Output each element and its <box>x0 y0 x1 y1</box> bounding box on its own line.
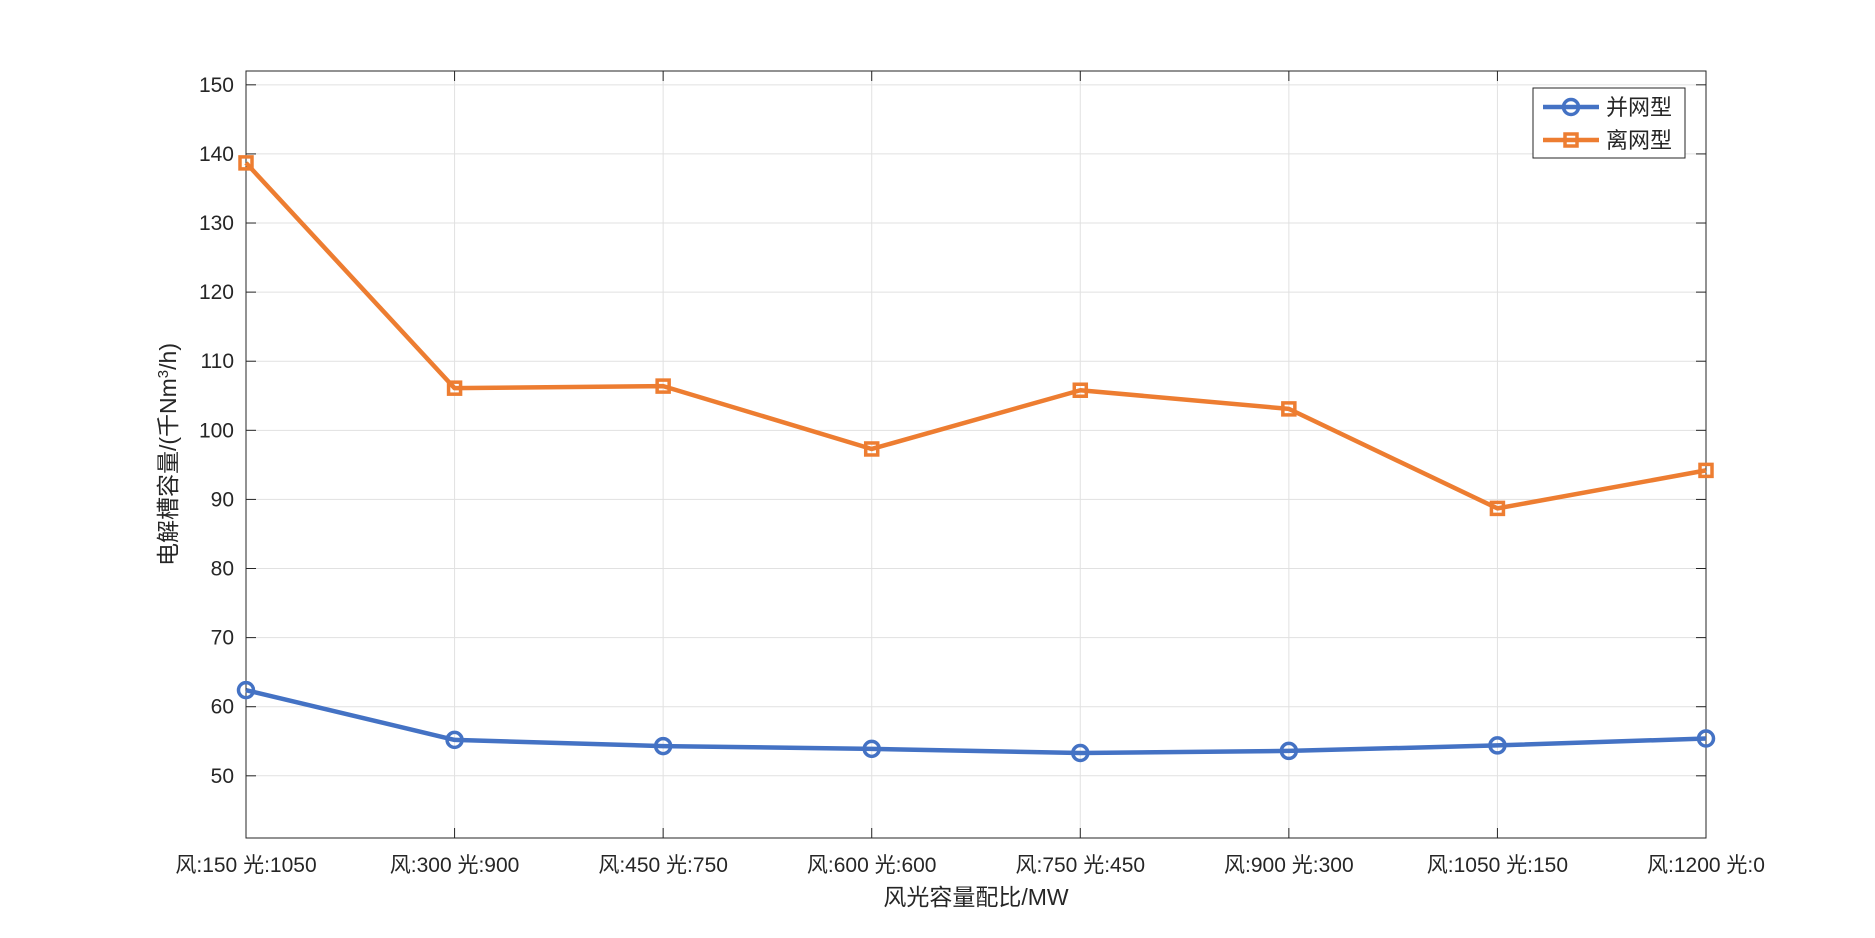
plot-frame <box>245 70 1707 839</box>
y-axis-title-unit: /h) <box>155 343 181 370</box>
y-tick-label: 70 <box>211 627 234 650</box>
y-ticks: 50 60 70 80 90 100 110 120 130 140 150 <box>199 74 1706 788</box>
data-point <box>446 380 463 396</box>
y-tick-label: 150 <box>199 74 234 97</box>
data-point <box>1489 500 1506 517</box>
series-line <box>244 161 1707 511</box>
series-2 <box>238 155 1714 517</box>
data-point <box>862 739 881 759</box>
y-tick-label: 50 <box>211 765 234 788</box>
data-point <box>863 441 880 457</box>
data-point <box>1488 736 1507 755</box>
data-point <box>653 736 673 756</box>
data-point <box>1072 382 1089 398</box>
series-1 <box>236 680 1716 763</box>
x-tick-label: 风:150 光:1050 <box>175 854 316 877</box>
data-point <box>1071 743 1090 763</box>
series-line <box>245 687 1707 756</box>
data-point <box>236 680 256 700</box>
data-point <box>238 155 254 171</box>
y-tick-label: 90 <box>211 488 234 511</box>
data-point <box>1279 741 1299 761</box>
data-point <box>1696 729 1716 748</box>
legend-item: 离网型 <box>1543 128 1672 153</box>
x-ticks: 风:150 光:1050 风:300 光:900 风:450 光:750 风:600 … <box>175 71 1765 877</box>
y-tick-label: 120 <box>199 281 234 304</box>
x-tick-label: 风:600 光:600 <box>807 854 937 877</box>
x-tick-label: 风:450 光:750 <box>598 854 728 877</box>
data-point <box>655 378 671 394</box>
x-tick-label: 风:1050 光:150 <box>1427 854 1568 877</box>
y-axis-title-main: 电解槽容量/(千Nm <box>155 378 181 566</box>
x-tick-label: 风:300 光:900 <box>390 854 520 877</box>
x-axis-title: 风光容量配比/MW <box>883 884 1069 910</box>
y-tick-label: 60 <box>211 696 234 719</box>
y-tick-label: 100 <box>199 419 234 442</box>
legend-marker <box>1563 132 1579 148</box>
x-tick-label: 风:750 光:450 <box>1015 854 1145 877</box>
y-tick-label: 130 <box>199 212 234 235</box>
x-tick-label: 风:1200 光:0 <box>1647 854 1765 877</box>
legend-box <box>1532 87 1686 159</box>
data-point <box>1281 401 1297 417</box>
axes <box>245 70 1707 839</box>
legend-label: 离网型 <box>1606 128 1672 153</box>
data-point <box>1698 462 1714 479</box>
y-tick-label: 110 <box>201 350 234 373</box>
data-point <box>445 730 464 750</box>
x-tick-label: 风:900 光:300 <box>1224 854 1354 877</box>
series <box>236 155 1716 763</box>
legend-label: 并网型 <box>1606 95 1672 120</box>
legend-marker <box>1561 97 1581 117</box>
y-tick-label: 80 <box>211 558 234 581</box>
legend-item: 并网型 <box>1543 95 1672 120</box>
y-axis-title: 电解槽容量/(千Nm3/h) <box>155 343 182 566</box>
grid-lines <box>245 71 1707 838</box>
y-axis-title-superscript: 3 <box>155 370 172 378</box>
y-tick-label: 140 <box>199 143 234 166</box>
